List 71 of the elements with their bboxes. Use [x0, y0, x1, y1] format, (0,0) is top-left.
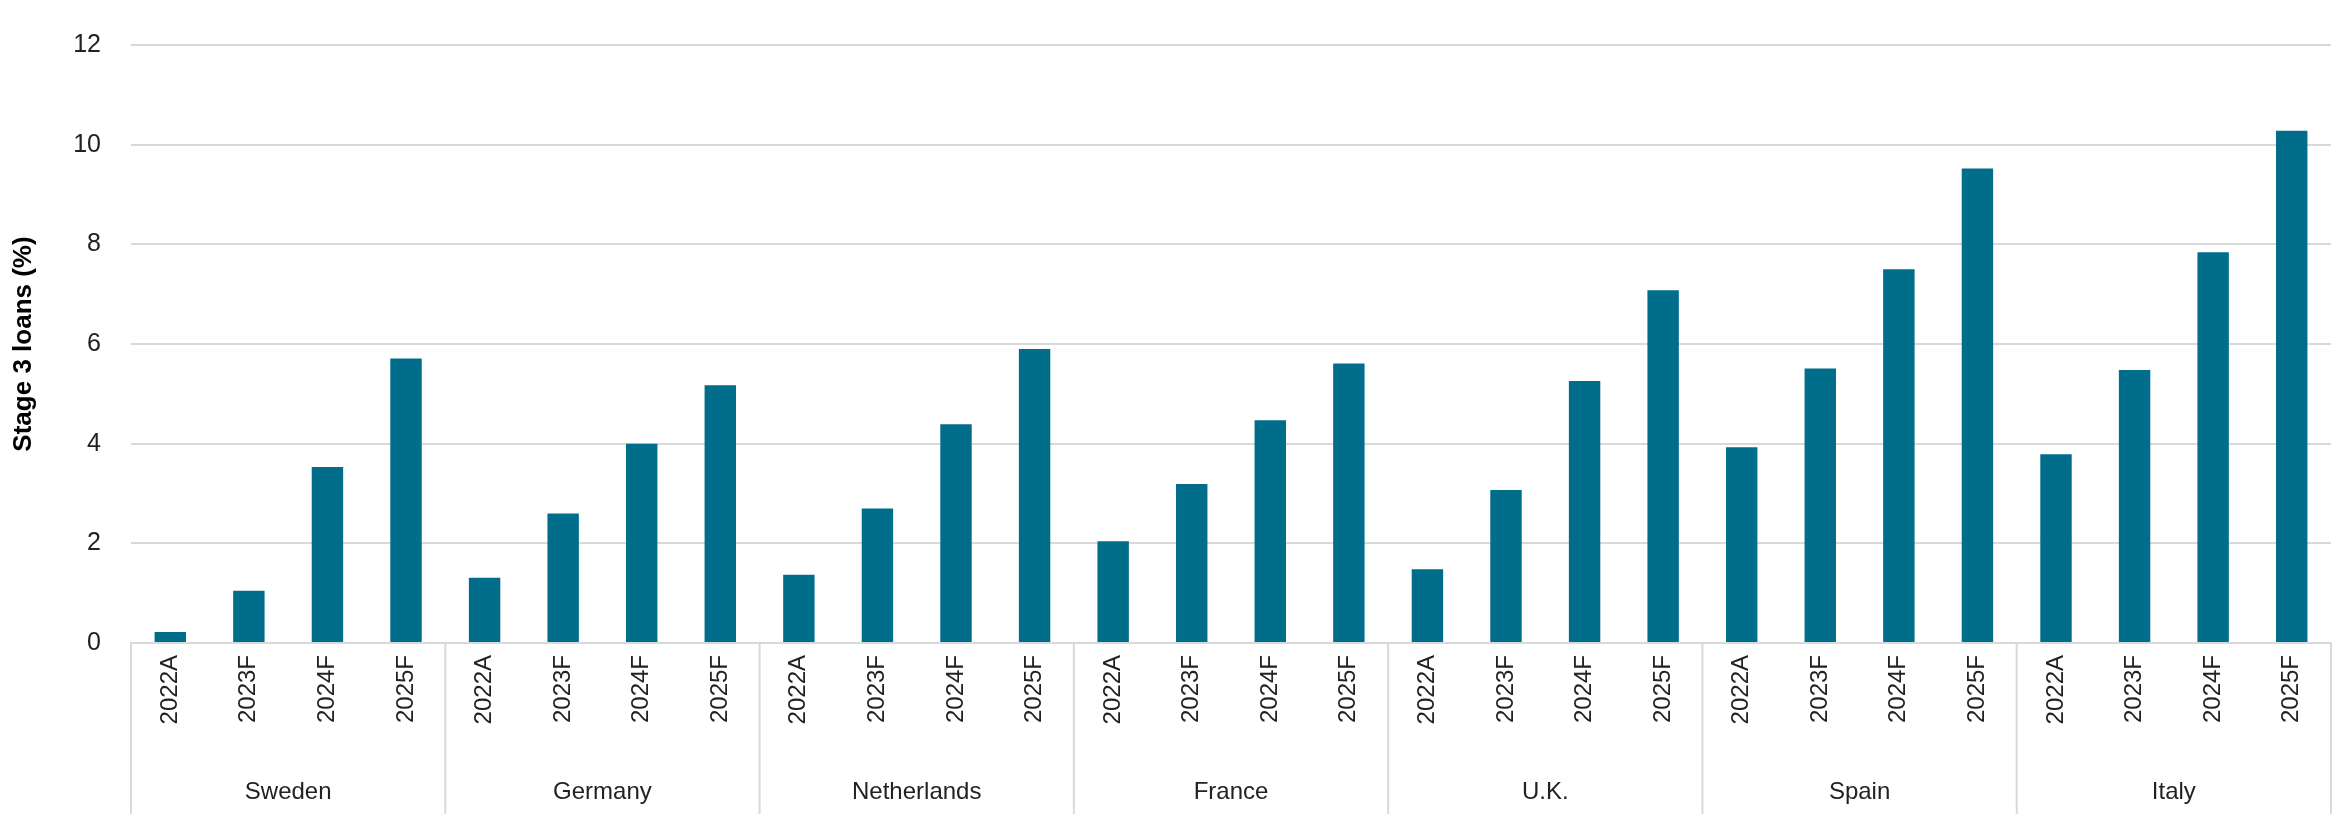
text: Italy: [2151, 776, 2196, 804]
bar: [1254, 420, 1286, 642]
bar: [1176, 484, 1208, 642]
x-tick-label: 2022A: [1726, 655, 1754, 725]
x-tick-label: 2025F: [1333, 655, 1361, 724]
x-tick-label: 2023F: [862, 655, 890, 724]
bar: [1490, 490, 1522, 642]
x-tick-label: 2022A: [154, 655, 182, 725]
x-tick-label: 2023F: [233, 655, 261, 724]
x-tick-label: 2024F: [2197, 655, 2225, 724]
x-tick-label: 2022A: [1097, 655, 1125, 725]
y-tick-label: 12: [73, 28, 102, 57]
bar: [1726, 447, 1758, 642]
x-tick-label: 2023F: [2119, 655, 2147, 724]
x-tick-label: 2023F: [1804, 655, 1832, 724]
x-tick-label: 2023F: [547, 655, 575, 724]
y-axis-title: Stage 3 loans (%): [6, 236, 37, 452]
x-tick-label: 2022A: [2040, 655, 2068, 725]
bar: [2040, 454, 2072, 642]
bar: [311, 467, 344, 642]
text: Spain: [1828, 776, 1891, 804]
x-tick-label: 2024F: [626, 655, 654, 724]
bar: [940, 424, 972, 642]
x-tick-label: 2024F: [1569, 655, 1597, 724]
x-tick-label: 2024F: [940, 655, 968, 724]
y-tick-label: 8: [87, 228, 102, 257]
x-tick-label: 2022A: [1412, 655, 1440, 725]
y-tick-label: 2: [87, 527, 102, 556]
bar: [2276, 130, 2308, 642]
bar: [2197, 252, 2229, 642]
x-tick-label: 2025F: [390, 655, 418, 724]
x-tick-label: 2025F: [1962, 655, 1990, 724]
bar: [1411, 569, 1444, 642]
bar: [1097, 541, 1129, 642]
x-tick-label: 2025F: [1019, 655, 1047, 724]
y-tick-label: 10: [73, 128, 102, 157]
bar: [390, 358, 422, 642]
bar: [154, 632, 187, 642]
x-tick-label: 2025F: [704, 655, 732, 724]
y-tick-label: 6: [87, 327, 102, 356]
bar: [1018, 348, 1051, 642]
text: Netherlands: [852, 776, 982, 804]
bar: [1647, 290, 1679, 642]
bar: [1333, 363, 1365, 642]
bar: [704, 385, 737, 642]
text: Germany: [553, 776, 652, 804]
bar: [1883, 269, 1915, 642]
x-tick-label: 2023F: [1176, 655, 1204, 724]
x-tick-label: 2022A: [469, 655, 497, 725]
x-tick-label: 2024F: [1883, 655, 1911, 724]
bar: [1568, 380, 1601, 642]
bar: [468, 577, 501, 642]
x-tick-label: 2025F: [2276, 655, 2304, 724]
x-tick-label: 2024F: [312, 655, 340, 724]
y-tick-label: 0: [87, 626, 102, 655]
x-tick-label: 2024F: [1254, 655, 1282, 724]
x-tick-label: 2023F: [1490, 655, 1518, 724]
bar: [626, 443, 658, 642]
text: France: [1193, 776, 1269, 804]
bar: [547, 513, 579, 642]
bar: [861, 508, 894, 642]
text: Sweden: [244, 776, 332, 804]
text: U.K.: [1521, 776, 1569, 804]
x-tick-label: 2022A: [783, 655, 811, 725]
bar: [783, 574, 815, 642]
bar: [1961, 168, 1994, 642]
bar: [233, 590, 265, 642]
y-tick-label: 4: [87, 427, 102, 456]
bar: [2118, 369, 2151, 642]
x-tick-label: 2025F: [1647, 655, 1675, 724]
bar: [1804, 368, 1836, 642]
